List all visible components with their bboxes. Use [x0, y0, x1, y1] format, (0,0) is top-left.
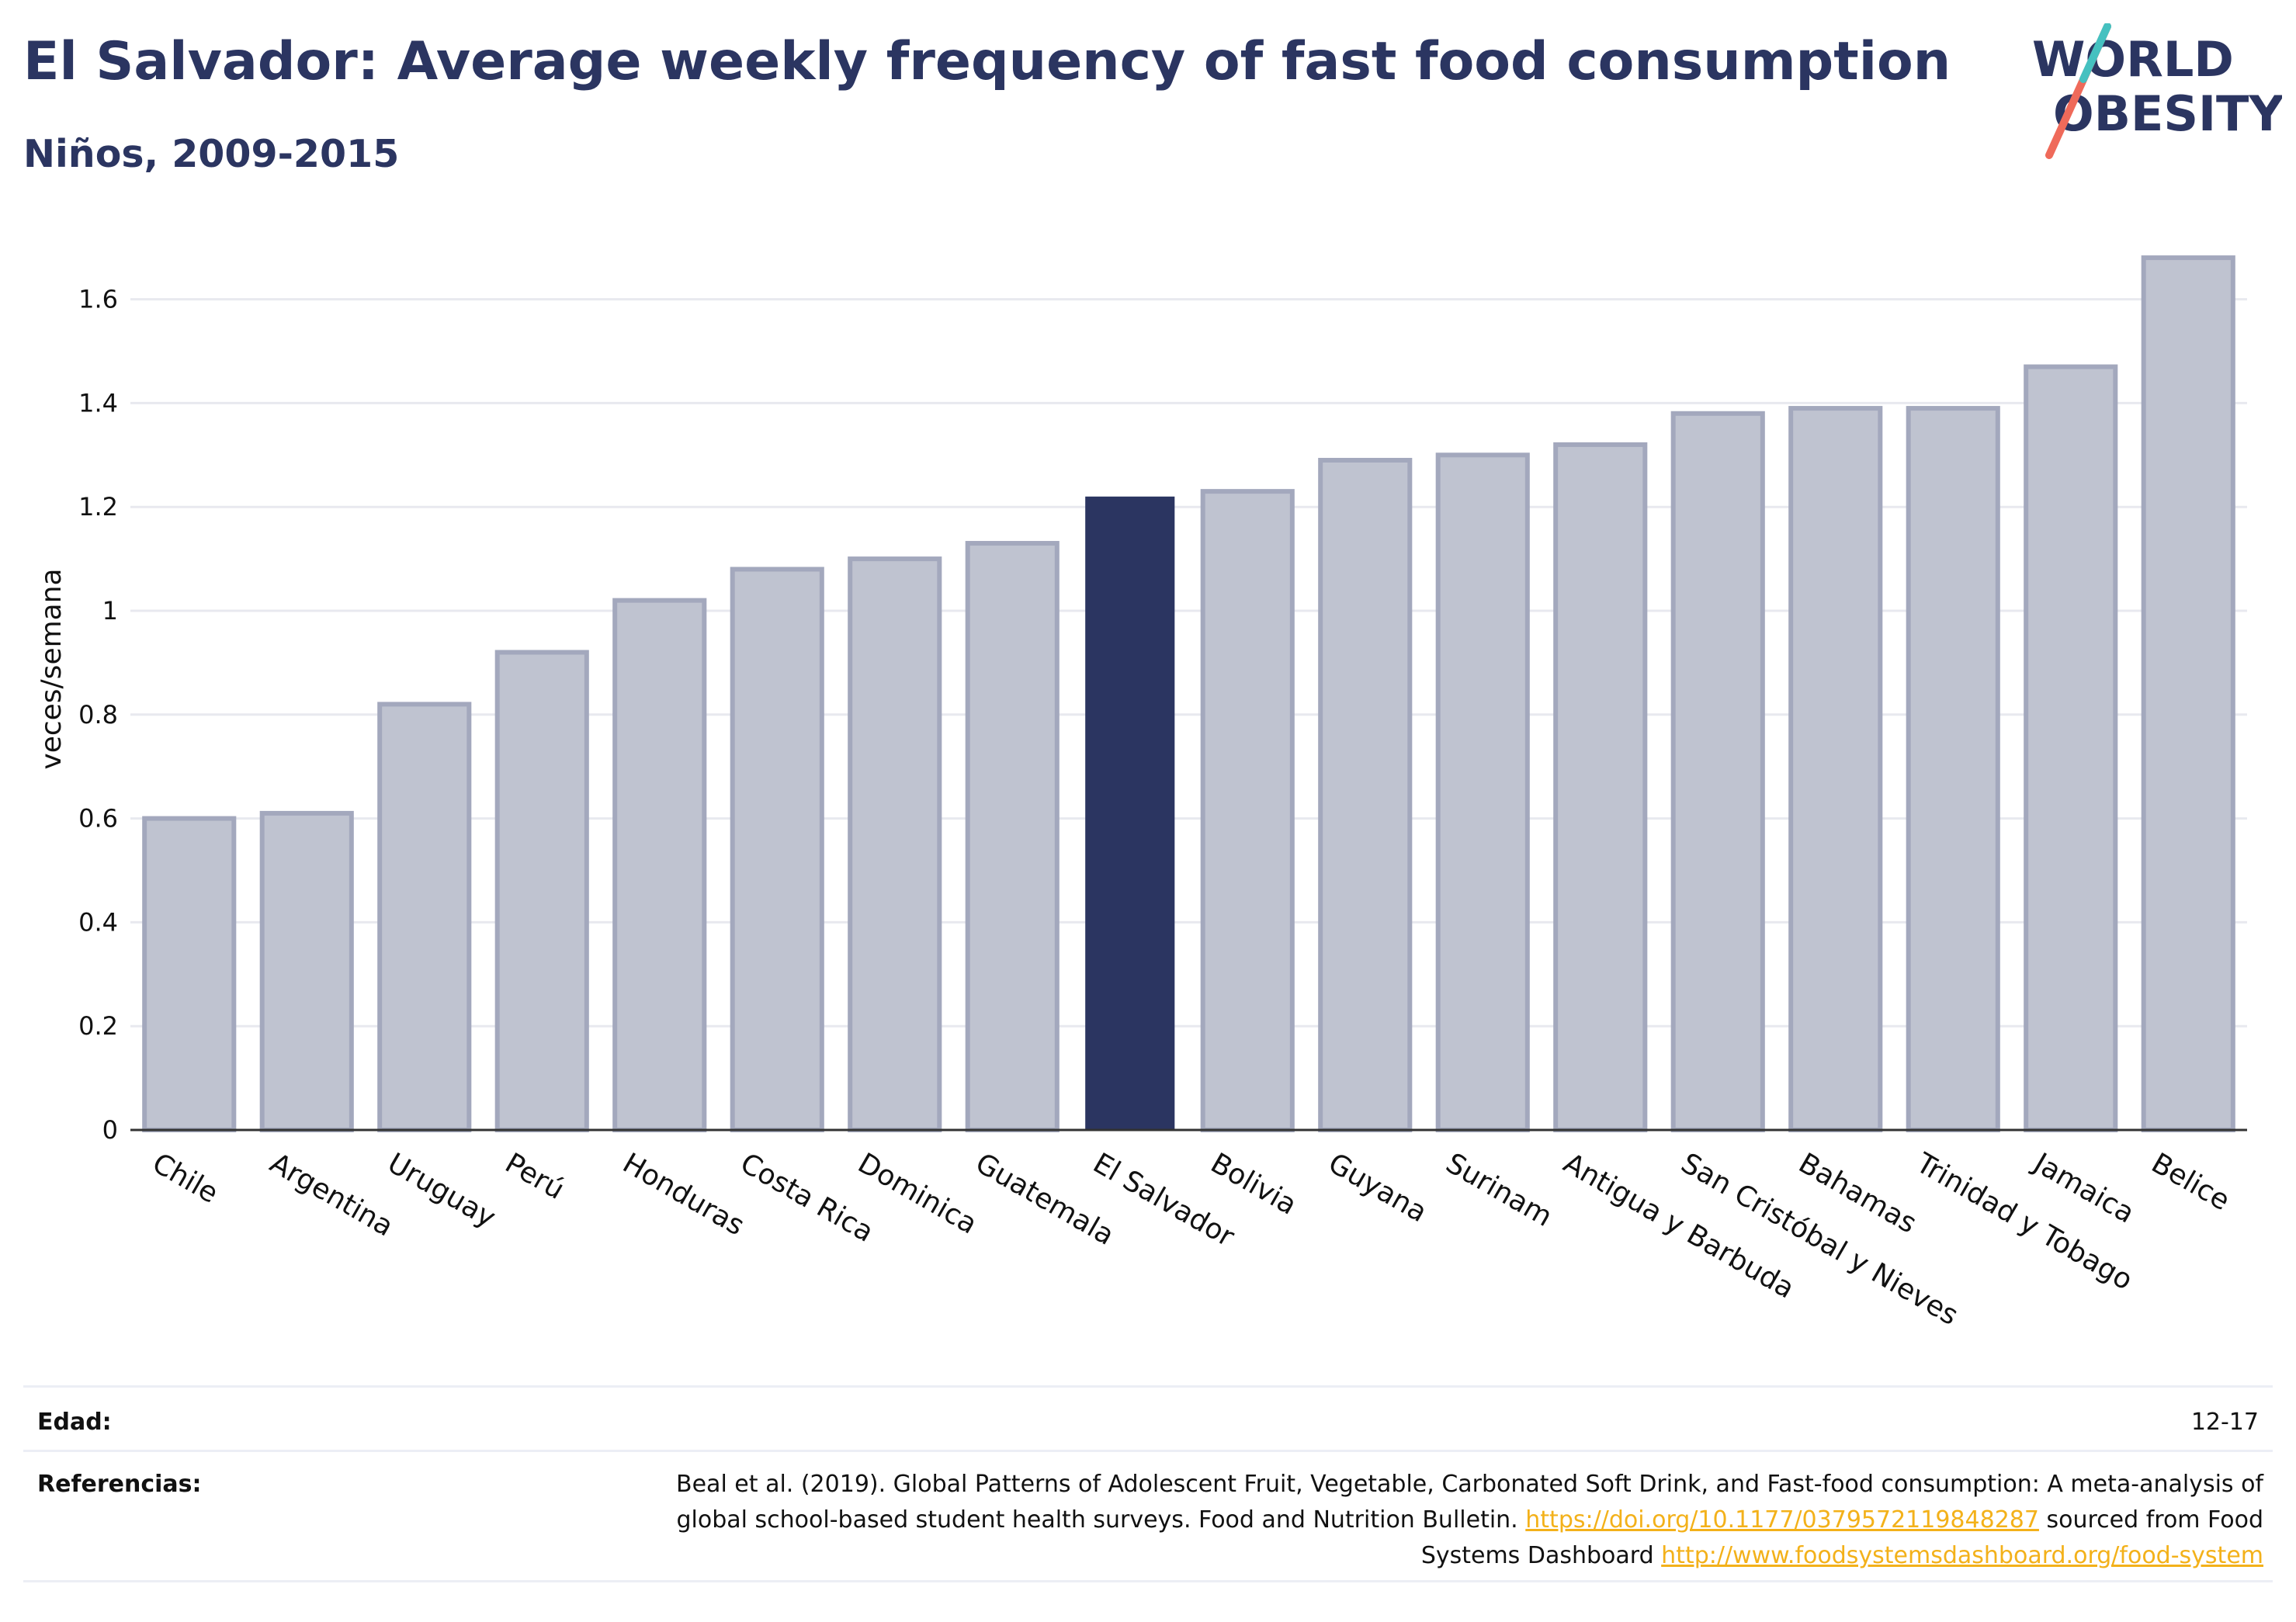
x-tick-label: Argentina: [265, 1147, 399, 1242]
y-tick-label: 0.8: [78, 700, 118, 730]
x-tick-label: Trinidad y Tobago: [1910, 1147, 2138, 1297]
y-tick-label: 0.4: [78, 907, 118, 937]
x-tick-label: Bolivia: [1205, 1147, 1302, 1222]
logo-line-1: WORLD: [2032, 31, 2234, 88]
edad-label: Edad:: [37, 1409, 112, 1436]
chart-title: El Salvador: Average weekly frequency of…: [23, 31, 1951, 92]
footer-divider-bottom: [23, 1580, 2273, 1582]
reference-text: Beal et al. (2019). Global Patterns of A…: [633, 1467, 2263, 1574]
bar: [1553, 442, 1648, 1132]
bar: [259, 810, 354, 1133]
ref-link-doi[interactable]: https://doi.org/10.1177/0379572119848287: [1525, 1506, 2039, 1534]
bar-highlight: [1085, 496, 1175, 1130]
bar: [1788, 406, 1883, 1132]
bar: [2024, 364, 2118, 1132]
logo-slash-teal: [2079, 23, 2111, 83]
bar: [2141, 255, 2235, 1133]
x-tick-label: Perú: [500, 1147, 570, 1206]
x-tick-label: Honduras: [617, 1147, 749, 1242]
bar: [730, 567, 824, 1132]
ref-text-2: sourced from Food Systems Dashboard: [1420, 1506, 2263, 1569]
world-obesity-logo: WORLD OBESITY: [2032, 23, 2282, 159]
footer-divider-mid: [23, 1450, 2273, 1452]
bar: [1906, 406, 2000, 1132]
y-tick-label: 0.6: [78, 804, 118, 834]
bar: [1670, 411, 1765, 1132]
y-tick-label: 0: [102, 1115, 118, 1145]
ref-text-1: Beal et al. (2019). Global Patterns of A…: [676, 1471, 2263, 1534]
bar: [1318, 457, 1413, 1132]
y-tick-label: 0.2: [78, 1011, 118, 1041]
y-tick-labels: 0 0.2 0.4 0.6 0.8 1 1.2 1.4 1.6: [78, 285, 118, 1145]
footer-divider-top: [23, 1385, 2273, 1388]
bar: [848, 556, 942, 1132]
bar: [965, 541, 1060, 1132]
y-tick-label: 1: [102, 596, 118, 626]
x-tick-label: Costa Rica: [735, 1147, 879, 1249]
ref-label: Referencias:: [37, 1471, 202, 1498]
edad-value: 12-17: [2190, 1409, 2259, 1436]
y-gridlines: [130, 298, 2247, 1028]
bar: [612, 598, 707, 1132]
y-tick-label: 1.2: [78, 492, 118, 522]
bar: [1200, 489, 1295, 1132]
bar: [142, 816, 237, 1132]
bar: [377, 702, 472, 1132]
bar: [1435, 452, 1530, 1132]
bars: [142, 255, 2235, 1133]
x-tick-label: Chile: [147, 1147, 224, 1210]
logo-line-2: OBESITY: [2053, 85, 2282, 142]
chart-subtitle: Niños, 2009-2015: [23, 132, 400, 176]
x-tick-label: Surinam: [1441, 1147, 1558, 1233]
bar-chart: 0 0.2 0.4 0.6 0.8 1 1.2 1.4 1.6 Chile ArgentinaUr…: [36, 255, 2247, 1332]
x-tick-label: Guyana: [1323, 1147, 1432, 1229]
ref-link-dashboard[interactable]: http://www.foodsystemsdashboard.org/food…: [1661, 1542, 2263, 1569]
y-tick-label: 1.4: [78, 388, 118, 418]
y-tick-label: 1.6: [78, 285, 118, 314]
y-axis-label: veces/semana: [36, 568, 68, 769]
x-tick-label: Uruguay: [382, 1147, 501, 1234]
bar: [494, 650, 589, 1132]
x-tick-label: Belice: [2146, 1147, 2235, 1217]
